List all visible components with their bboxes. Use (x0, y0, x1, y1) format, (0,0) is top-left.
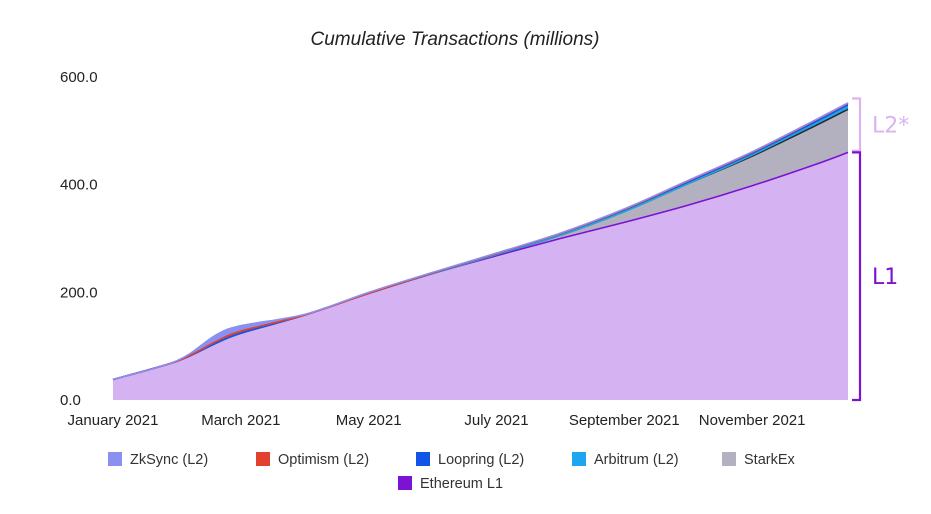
legend-label: Ethereum L1 (420, 476, 503, 492)
bracket-line (852, 151, 862, 402)
legend-item-loopring-l2: Loopring (L2) (416, 452, 524, 468)
x-tick-label: September 2021 (569, 412, 680, 429)
y-tick-label: 0.0 (60, 392, 81, 409)
x-tick-label: November 2021 (699, 412, 806, 429)
legend-swatch (572, 452, 586, 466)
bracket-annotations: L2* L1 (852, 97, 909, 402)
legend-item-zksync-l2: ZkSync (L2) (108, 452, 208, 468)
x-tick-label: May 2021 (336, 412, 402, 429)
x-tick-label: July 2021 (464, 412, 528, 429)
legend-item-arbitrum-l2: Arbitrum (L2) (572, 452, 679, 468)
legend-item-starkex: StarkEx (722, 452, 796, 468)
y-tick-label: 400.0 (60, 177, 98, 194)
x-tick-label: March 2021 (201, 412, 280, 429)
chart-title: Cumulative Transactions (millions) (311, 29, 600, 50)
legend-label: Loopring (L2) (438, 452, 524, 468)
legend-swatch (416, 452, 430, 466)
area-ethereum-l1 (113, 152, 848, 400)
bracket-line (852, 97, 862, 152)
legend: ZkSync (L2) Optimism (L2) Loopring (L2) Arb… (108, 452, 796, 492)
bracket-label: L1 (872, 265, 898, 290)
plot-lines (112, 102, 849, 381)
legend-label: ZkSync (L2) (130, 452, 208, 468)
legend-label: StarkEx (744, 452, 796, 468)
x-tick-label: January 2021 (68, 412, 159, 429)
legend-label: Optimism (L2) (278, 452, 369, 468)
y-tick-label: 600.0 (60, 69, 98, 86)
plot-areas (113, 102, 848, 400)
legend-item-optimism-l2: Optimism (L2) (256, 452, 369, 468)
legend-item-ethereum-l1: Ethereum L1 (398, 476, 503, 492)
bracket-l1: L1 (852, 151, 898, 402)
line-zksync-l2 (112, 102, 849, 381)
x-axis-ticks: January 2021 March 2021 May 2021 July 2021 S… (68, 412, 806, 429)
bracket-label: L2* (872, 114, 909, 139)
bracket-l2: L2* (852, 97, 909, 152)
y-tick-label: 200.0 (60, 284, 98, 301)
legend-label: Arbitrum (L2) (594, 452, 679, 468)
legend-swatch (722, 452, 736, 466)
legend-swatch (256, 452, 270, 466)
legend-swatch (398, 476, 412, 490)
y-axis-ticks: 0.0 200.0 400.0 600.0 (60, 69, 98, 409)
legend-swatch (108, 452, 122, 466)
